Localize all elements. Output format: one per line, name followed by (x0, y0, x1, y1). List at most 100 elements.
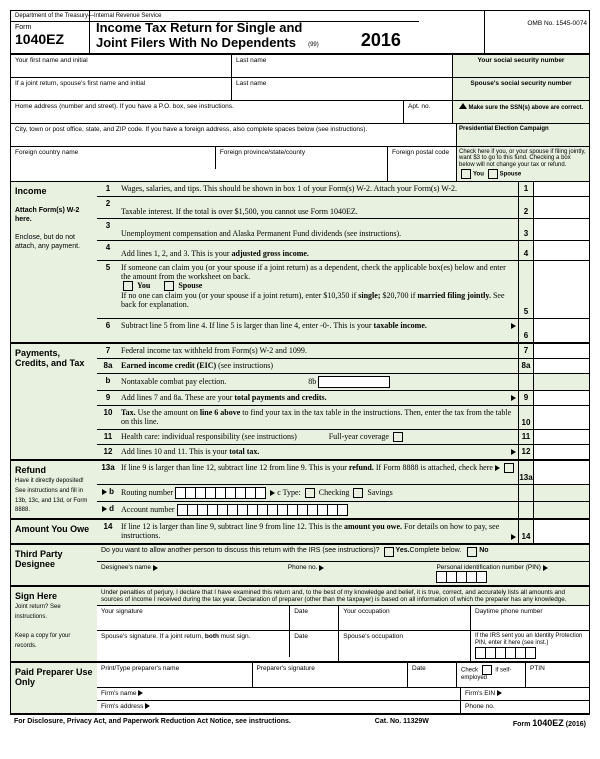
foreign-province[interactable]: Foreign province/state/county (216, 147, 388, 181)
arrow-icon (543, 565, 548, 571)
spouse-occupation[interactable]: Spouse's occupation (339, 631, 471, 661)
firm-phone[interactable]: Phone no. (461, 701, 589, 713)
ptin[interactable]: PTIN (526, 663, 589, 687)
third-party-label: Third Party Designee (11, 545, 97, 585)
arrow-icon (495, 465, 500, 471)
arrow-icon (138, 690, 143, 696)
line7-amount[interactable] (533, 344, 589, 358)
routing-boxes[interactable] (175, 487, 266, 499)
line11-amount[interactable] (533, 430, 589, 444)
city-label[interactable]: City, town or post office, state, and ZI… (11, 124, 457, 146)
line13a-text: If line 9 is larger than line 12, subtra… (119, 461, 518, 484)
first-name-label[interactable]: Your first name and initial (11, 55, 232, 77)
line7-text: Federal income tax withheld from Form(s)… (119, 344, 518, 358)
checking-checkbox[interactable] (305, 488, 315, 498)
perjury-text: Under penalties of perjury, I declare th… (97, 587, 589, 606)
line9-text: Add lines 7 and 8a. These are your total… (119, 391, 518, 405)
arrow-icon (102, 506, 107, 512)
line5-amount[interactable] (533, 261, 589, 318)
pin-boxes[interactable] (436, 571, 487, 583)
pec-section: Presidential Election Campaign (457, 124, 589, 146)
foreign-country[interactable]: Foreign country name (11, 147, 216, 169)
pec-you-checkbox[interactable] (461, 169, 471, 179)
line1-amount[interactable] (533, 182, 589, 196)
refund-section-label: RefundHave it directly deposited! See in… (11, 461, 97, 519)
footer: For Disclosure, Privacy Act, and Paperwo… (10, 715, 590, 731)
preparer-section-label: Paid Preparer Use Only (11, 663, 97, 713)
your-signature[interactable]: Your signature (97, 606, 290, 630)
line8b-amount[interactable] (318, 376, 390, 388)
income-section-label: IncomeAttach Form(s) W-2 here.Enclose, b… (11, 182, 97, 342)
line2-text: Taxable interest. If the total is over $… (119, 197, 518, 218)
arrow-icon (511, 395, 516, 401)
arrow-icon (497, 690, 502, 696)
line10-text: Tax. Use the amount on line 6 above to f… (119, 406, 518, 429)
ssn-label[interactable]: Your social security number (453, 55, 589, 77)
header: Department of the Treasury—Internal Reve… (11, 11, 589, 55)
line4-amount[interactable] (533, 241, 589, 260)
up-arrow-icon (459, 103, 467, 109)
payments-section-label: Payments, Credits, and Tax (11, 344, 97, 459)
your-occupation[interactable]: Your occupation (339, 606, 471, 630)
line10-amount[interactable] (533, 406, 589, 429)
daytime-phone[interactable]: Daytime phone number (471, 606, 589, 630)
preparer-name[interactable]: Print/Type preparer's name (97, 663, 253, 687)
line9-amount[interactable] (533, 391, 589, 405)
tp-question: Do you want to allow another person to d… (101, 547, 380, 559)
spouse-first-label[interactable]: If a joint return, spouse's first name a… (11, 78, 232, 100)
line11-text: Health care: individual responsibility (… (119, 430, 518, 444)
omb: OMB No. 1545-0074 (527, 20, 587, 27)
pec-text: Check here if you, or your spouse if fil… (457, 147, 589, 181)
line4-text: Add lines 1, 2, and 3. This is your adju… (119, 241, 518, 260)
sub99: (99) (308, 42, 319, 48)
ip-pin[interactable]: If the IRS sent you an Identity Protecti… (471, 631, 589, 661)
pec-spouse-checkbox[interactable] (488, 169, 498, 179)
line14-text: If line 12 is larger than line 9, subtra… (119, 520, 518, 543)
line13a-amount[interactable] (533, 461, 589, 484)
foreign-postal[interactable]: Foreign postal code (388, 147, 457, 181)
savings-checkbox[interactable] (353, 488, 363, 498)
firm-address[interactable]: Firm's address (97, 701, 461, 713)
form8888-checkbox[interactable] (504, 463, 514, 473)
line3-text: Unemployment compensation and Alaska Per… (119, 219, 518, 240)
account-boxes[interactable] (177, 504, 348, 516)
line5-text: If someone can claim you (or your spouse… (119, 261, 518, 318)
full-year-checkbox[interactable] (393, 432, 403, 442)
self-employed[interactable]: Check if self-employed (457, 663, 526, 687)
line5-you-checkbox[interactable] (123, 281, 133, 291)
dept-label: Department of the Treasury—Internal Reve… (11, 11, 419, 22)
spouse-signature[interactable]: Spouse's signature. If a joint return, b… (97, 631, 290, 657)
line3-amount[interactable] (533, 219, 589, 240)
line5-spouse-checkbox[interactable] (164, 281, 174, 291)
arrow-icon (319, 565, 324, 571)
line8a-amount[interactable] (533, 359, 589, 373)
line2-amount[interactable] (533, 197, 589, 218)
sig-date[interactable]: Date (290, 606, 339, 630)
line12-amount[interactable] (533, 445, 589, 459)
line6-amount[interactable] (533, 319, 589, 342)
arrow-icon (102, 489, 107, 495)
line12-text: Add lines 10 and 11. This is your total … (119, 445, 518, 459)
address-label[interactable]: Home address (number and street). If you… (11, 101, 404, 123)
line8a-text: Earned income credit (EIC) (see instruct… (119, 359, 518, 373)
form-word: Form (15, 24, 31, 31)
line6-text: Subtract line 5 from line 4. If line 5 i… (119, 319, 518, 342)
tp-yes-checkbox[interactable] (384, 547, 394, 557)
arrow-icon (270, 490, 275, 496)
arrow-icon (153, 565, 158, 571)
last-name-label[interactable]: Last name (232, 55, 453, 77)
line14-amount[interactable] (533, 520, 589, 543)
firm-ein[interactable]: Firm's EIN (461, 688, 589, 700)
spouse-last-label[interactable]: Last name (232, 78, 453, 100)
form-title: Income Tax Return for Single and Joint F… (96, 21, 306, 51)
tp-no-checkbox[interactable] (467, 547, 477, 557)
ssn-note: Make sure the SSN(s) above are correct. (453, 101, 589, 123)
spouse-sig-date[interactable]: Date (290, 631, 339, 661)
spouse-ssn-label[interactable]: Spouse's social security number (453, 78, 589, 100)
preparer-date[interactable]: Date (408, 663, 457, 687)
form-number: 1040EZ (15, 31, 64, 47)
sign-section-label: Sign HereJoint return? See instructions.… (11, 587, 97, 661)
firm-name[interactable]: Firm's name (97, 688, 461, 700)
apt-label[interactable]: Apt. no. (404, 101, 453, 123)
preparer-signature[interactable]: Preparer's signature (253, 663, 409, 687)
